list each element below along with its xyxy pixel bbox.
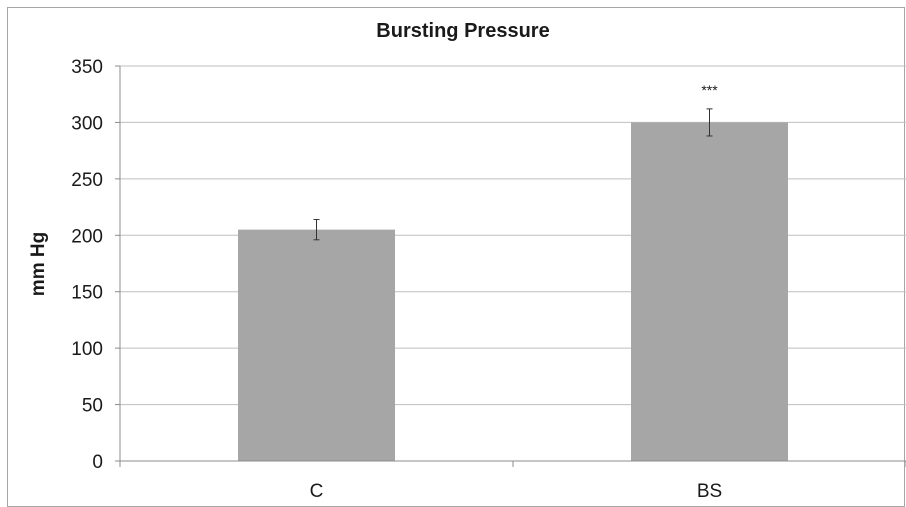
y-tick-label: 350 bbox=[71, 57, 103, 78]
error-bar bbox=[313, 218, 320, 241]
x-category-labels: C BS bbox=[310, 481, 723, 502]
x-category-label: C bbox=[310, 481, 324, 502]
y-tick-label: 0 bbox=[92, 452, 103, 473]
y-tick-label: 150 bbox=[71, 283, 103, 304]
significance-annotations: *** bbox=[701, 82, 718, 98]
bar-bs bbox=[631, 122, 788, 461]
error-bars bbox=[313, 108, 713, 241]
x-category-label: BS bbox=[697, 481, 722, 502]
y-tick-label: 100 bbox=[71, 339, 103, 360]
chart-title: Bursting Pressure bbox=[376, 20, 549, 42]
significance-marker: *** bbox=[701, 82, 718, 98]
gridlines bbox=[120, 65, 906, 406]
axes bbox=[115, 65, 906, 467]
y-tick-label: 300 bbox=[71, 113, 103, 134]
y-axis-label: mm Hg bbox=[28, 232, 49, 296]
y-tick-label: 250 bbox=[71, 170, 103, 191]
bar-c bbox=[238, 229, 395, 461]
y-tick-labels: 0 50 100 150 200 250 300 350 bbox=[71, 57, 103, 473]
bars bbox=[238, 122, 788, 461]
error-bar bbox=[706, 108, 713, 137]
y-tick-label: 50 bbox=[82, 396, 103, 417]
y-tick-label: 200 bbox=[71, 226, 103, 247]
